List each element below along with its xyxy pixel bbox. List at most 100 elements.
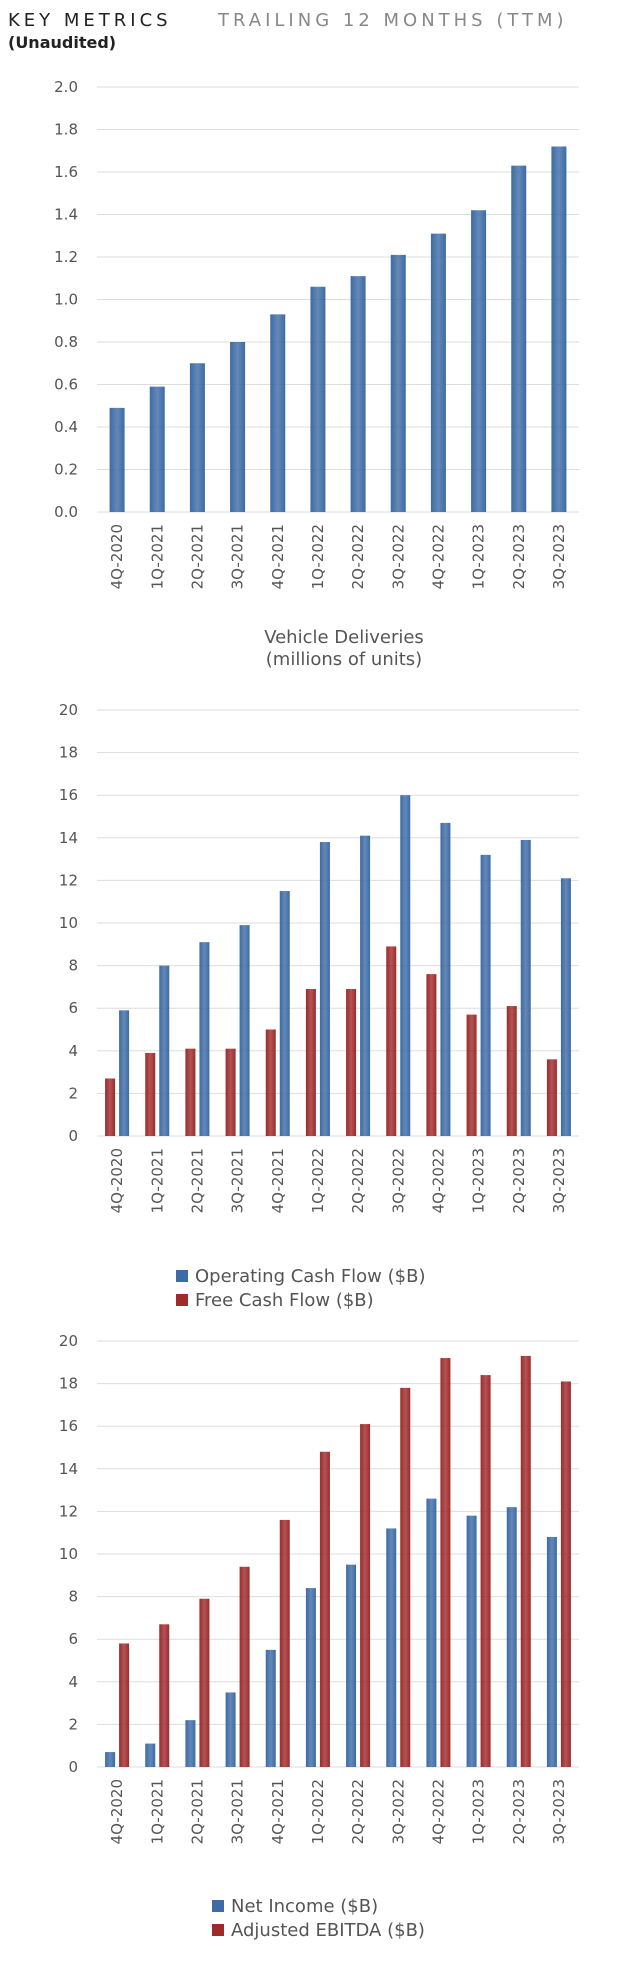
bar — [400, 1387, 411, 1767]
bar — [145, 1052, 156, 1136]
x-tick-label: 3Q-2021 — [229, 1148, 247, 1213]
bar — [360, 835, 371, 1136]
bar — [119, 1643, 130, 1767]
x-tick-label: 2Q-2023 — [510, 1779, 528, 1844]
y-tick-label: 18 — [59, 744, 78, 762]
y-tick-label: 16 — [59, 786, 78, 804]
bar — [346, 989, 357, 1136]
x-tick-label: 4Q-2021 — [269, 1148, 287, 1213]
y-tick-label: 12 — [59, 871, 78, 889]
x-tick-label: 1Q-2022 — [309, 1779, 327, 1844]
x-tick-label: 3Q-2021 — [229, 524, 247, 589]
x-tick-label: 4Q-2022 — [429, 1779, 447, 1844]
x-tick-label: 4Q-2020 — [108, 1779, 126, 1844]
bar — [109, 407, 125, 512]
x-tick-label: 2Q-2023 — [510, 1148, 528, 1213]
x-tick-label: 4Q-2021 — [269, 524, 287, 589]
y-tick-label: 4 — [68, 1673, 78, 1691]
x-tick-label: 3Q-2023 — [550, 1779, 568, 1844]
legend-swatch — [176, 1294, 188, 1306]
bar — [239, 1566, 250, 1767]
bar — [551, 146, 567, 512]
bar — [279, 891, 290, 1136]
y-tick-label: 2.0 — [54, 78, 78, 96]
header-note: (Unaudited) — [8, 33, 116, 52]
x-tick-label: 1Q-2021 — [148, 1779, 166, 1844]
bar — [319, 1451, 330, 1767]
x-tick-label: 3Q-2022 — [389, 1779, 407, 1844]
y-tick-label: 1.0 — [54, 291, 78, 309]
x-tick-label: 2Q-2021 — [188, 524, 206, 589]
y-tick-label: 0 — [68, 1127, 78, 1145]
bar — [471, 210, 487, 512]
bar — [546, 1059, 557, 1136]
y-tick-label: 18 — [59, 1375, 78, 1393]
bar — [426, 974, 437, 1136]
y-tick-label: 12 — [59, 1502, 78, 1520]
y-tick-label: 8 — [68, 957, 78, 975]
bar — [119, 1010, 130, 1136]
bar — [145, 1743, 156, 1767]
bar — [265, 1029, 276, 1136]
bar — [279, 1519, 290, 1767]
bar — [199, 942, 210, 1136]
y-tick-label: 0.4 — [54, 418, 78, 436]
bar — [230, 342, 246, 512]
bar — [310, 286, 326, 512]
legend-swatch — [212, 1900, 224, 1912]
y-tick-label: 8 — [68, 1588, 78, 1606]
y-tick-label: 0.6 — [54, 376, 78, 394]
bar — [386, 946, 397, 1136]
x-tick-label: 3Q-2021 — [229, 1779, 247, 1844]
y-tick-label: 10 — [59, 914, 78, 932]
bar — [360, 1424, 371, 1767]
x-tick-label: 1Q-2022 — [309, 524, 327, 589]
bar — [346, 1564, 357, 1767]
y-tick-label: 20 — [59, 701, 78, 719]
legend-label: Free Cash Flow ($B) — [195, 1290, 374, 1311]
x-tick-label: 1Q-2021 — [148, 1148, 166, 1213]
y-tick-label: 1.4 — [54, 206, 78, 224]
y-tick-label: 0.0 — [54, 503, 78, 521]
y-tick-label: 2 — [68, 1715, 78, 1733]
bar — [440, 1358, 451, 1767]
x-axis-label: Vehicle Deliveries — [264, 627, 424, 648]
bar — [185, 1048, 196, 1136]
bar — [390, 254, 406, 512]
bar — [546, 1536, 557, 1767]
y-tick-label: 6 — [68, 999, 78, 1017]
bar — [466, 1515, 477, 1767]
bar — [386, 1528, 397, 1767]
bar — [225, 1692, 236, 1767]
bar — [319, 842, 330, 1136]
y-tick-label: 16 — [59, 1417, 78, 1435]
bar — [480, 854, 491, 1136]
legend-label: Net Income ($B) — [231, 1896, 378, 1917]
y-tick-label: 0.8 — [54, 333, 78, 351]
bar — [305, 1588, 316, 1767]
bar — [149, 386, 165, 512]
bar — [511, 165, 527, 512]
y-tick-label: 0.2 — [54, 461, 78, 479]
x-tick-label: 2Q-2023 — [510, 524, 528, 589]
y-tick-label: 14 — [59, 829, 78, 847]
bar — [440, 822, 451, 1136]
x-tick-label: 2Q-2021 — [188, 1779, 206, 1844]
bar — [520, 1355, 531, 1767]
header-title: KEY METRICS — [8, 10, 172, 31]
bar — [520, 839, 531, 1136]
x-tick-label: 3Q-2022 — [389, 524, 407, 589]
x-tick-label: 3Q-2023 — [550, 1148, 568, 1213]
bar — [466, 1014, 477, 1136]
bar — [506, 1507, 517, 1767]
x-tick-label: 4Q-2020 — [108, 524, 126, 589]
bar — [225, 1048, 236, 1136]
bar — [560, 878, 571, 1136]
y-tick-label: 10 — [59, 1545, 78, 1563]
bar — [430, 233, 446, 512]
x-tick-label: 1Q-2022 — [309, 1148, 327, 1213]
header-subtitle: TRAILING 12 MONTHS (TTM) — [217, 10, 568, 31]
y-tick-label: 1.2 — [54, 248, 78, 266]
y-tick-label: 14 — [59, 1460, 78, 1478]
